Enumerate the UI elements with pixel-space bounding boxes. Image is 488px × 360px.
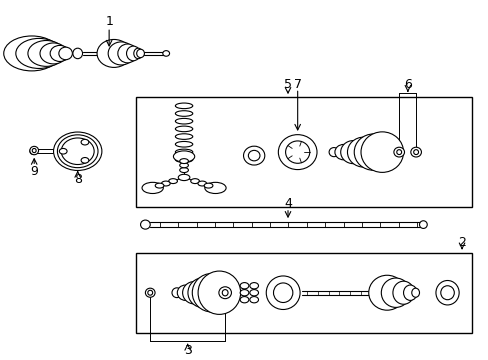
Ellipse shape <box>53 132 102 170</box>
Ellipse shape <box>249 297 258 303</box>
Ellipse shape <box>190 179 199 184</box>
Ellipse shape <box>168 179 177 184</box>
Ellipse shape <box>59 47 72 60</box>
Ellipse shape <box>28 41 64 66</box>
Ellipse shape <box>175 134 192 139</box>
Ellipse shape <box>161 181 170 186</box>
Ellipse shape <box>240 283 248 289</box>
Ellipse shape <box>30 148 37 154</box>
Ellipse shape <box>108 42 134 65</box>
Text: 4: 4 <box>284 197 291 210</box>
Ellipse shape <box>393 147 404 157</box>
Ellipse shape <box>328 148 338 157</box>
Ellipse shape <box>50 45 69 62</box>
Ellipse shape <box>118 44 137 63</box>
Ellipse shape <box>249 289 258 296</box>
Ellipse shape <box>368 275 405 310</box>
Ellipse shape <box>175 149 192 155</box>
Ellipse shape <box>435 280 458 305</box>
Ellipse shape <box>204 183 212 188</box>
Ellipse shape <box>248 150 260 161</box>
Ellipse shape <box>187 278 219 308</box>
Ellipse shape <box>126 46 140 61</box>
Ellipse shape <box>419 221 427 229</box>
Text: 1: 1 <box>105 15 113 28</box>
Ellipse shape <box>173 151 194 162</box>
Ellipse shape <box>340 141 365 164</box>
Ellipse shape <box>410 147 421 157</box>
Text: 5: 5 <box>284 78 291 91</box>
Ellipse shape <box>175 118 192 124</box>
Ellipse shape <box>273 283 292 302</box>
Ellipse shape <box>381 278 409 307</box>
Ellipse shape <box>137 49 144 58</box>
Ellipse shape <box>243 146 264 165</box>
Ellipse shape <box>142 182 163 194</box>
Bar <box>136 253 471 333</box>
Ellipse shape <box>140 220 150 229</box>
Ellipse shape <box>334 144 351 160</box>
Ellipse shape <box>347 137 380 167</box>
Ellipse shape <box>175 103 192 109</box>
Ellipse shape <box>411 288 419 297</box>
Ellipse shape <box>182 282 205 304</box>
Ellipse shape <box>81 158 89 163</box>
Ellipse shape <box>353 134 392 170</box>
Ellipse shape <box>403 285 416 300</box>
Ellipse shape <box>172 288 181 298</box>
Ellipse shape <box>134 48 142 59</box>
Ellipse shape <box>155 183 163 188</box>
Ellipse shape <box>61 138 94 165</box>
Text: 7: 7 <box>293 78 301 91</box>
Text: 2: 2 <box>457 235 465 248</box>
Ellipse shape <box>145 288 155 297</box>
Ellipse shape <box>285 141 309 163</box>
Ellipse shape <box>97 40 131 67</box>
Ellipse shape <box>178 174 189 181</box>
Ellipse shape <box>4 36 60 71</box>
Ellipse shape <box>16 39 62 68</box>
Ellipse shape <box>180 159 188 163</box>
Ellipse shape <box>59 148 67 154</box>
Ellipse shape <box>175 157 192 162</box>
Ellipse shape <box>180 163 188 168</box>
Ellipse shape <box>40 43 67 64</box>
Ellipse shape <box>360 132 403 172</box>
Ellipse shape <box>265 276 300 310</box>
Ellipse shape <box>204 182 225 194</box>
Ellipse shape <box>249 283 258 289</box>
Ellipse shape <box>57 135 98 168</box>
Ellipse shape <box>180 168 188 172</box>
Text: 8: 8 <box>74 174 81 186</box>
Ellipse shape <box>413 150 418 154</box>
Ellipse shape <box>175 141 192 147</box>
Ellipse shape <box>278 135 316 170</box>
Ellipse shape <box>192 274 230 312</box>
Ellipse shape <box>73 48 82 59</box>
Ellipse shape <box>240 297 248 303</box>
Ellipse shape <box>240 289 248 296</box>
Ellipse shape <box>32 148 36 153</box>
Ellipse shape <box>175 126 192 132</box>
Ellipse shape <box>30 147 39 155</box>
Ellipse shape <box>198 181 206 186</box>
Text: 3: 3 <box>183 344 191 357</box>
Ellipse shape <box>392 281 413 304</box>
Bar <box>136 97 471 207</box>
Ellipse shape <box>147 290 152 295</box>
Ellipse shape <box>219 287 231 299</box>
Ellipse shape <box>163 51 169 56</box>
Ellipse shape <box>440 286 453 300</box>
Ellipse shape <box>222 289 227 296</box>
Ellipse shape <box>396 150 401 154</box>
Ellipse shape <box>198 271 240 314</box>
Ellipse shape <box>177 285 193 300</box>
Text: 6: 6 <box>403 78 411 91</box>
Ellipse shape <box>175 111 192 116</box>
Ellipse shape <box>81 139 89 145</box>
Text: 9: 9 <box>30 165 38 178</box>
